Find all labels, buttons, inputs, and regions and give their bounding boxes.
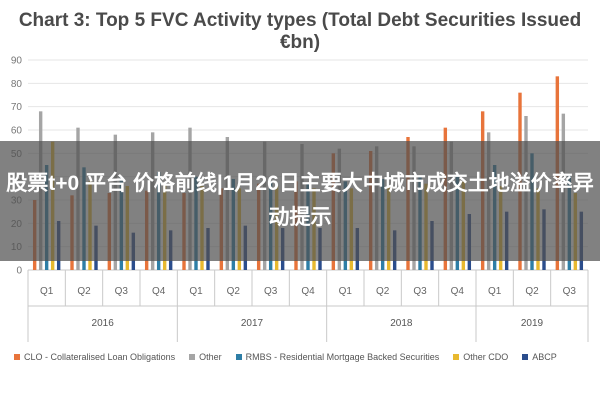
- year-label: 2019: [521, 318, 544, 329]
- legend-item: RMBS - Residential Mortgage Backed Secur…: [235, 352, 440, 362]
- legend-swatch: [235, 354, 242, 360]
- year-label: 2016: [92, 318, 115, 329]
- y-tick-label: 90: [11, 56, 23, 67]
- legend-label: ABCP: [532, 352, 557, 362]
- x-tick-label: Q1: [488, 286, 502, 297]
- y-tick-label: 80: [11, 79, 23, 90]
- chart-title: Chart 3: Top 5 FVC Activity types (Total…: [18, 10, 582, 53]
- legend-label: RMBS - Residential Mortgage Backed Secur…: [245, 352, 440, 362]
- x-tick-label: Q3: [264, 286, 278, 297]
- legend-swatch: [14, 354, 20, 360]
- x-tick-label: Q4: [451, 286, 465, 297]
- x-tick-label: Q1: [40, 286, 54, 297]
- legend-item: CLO - Collateralised Loan Obligations: [14, 352, 175, 362]
- x-tick-label: Q3: [115, 286, 129, 297]
- legend-item: ABCP: [522, 352, 557, 362]
- y-tick-label: 0: [16, 266, 22, 277]
- legend-item: Other CDO: [453, 352, 508, 362]
- chart-legend: CLO - Collateralised Loan Obligations Oth…: [14, 352, 594, 362]
- x-tick-label: Q2: [227, 286, 241, 297]
- x-tick-label: Q2: [376, 286, 390, 297]
- y-tick-label: 70: [11, 102, 23, 113]
- year-label: 2018: [390, 318, 413, 329]
- x-tick-label: Q3: [413, 286, 427, 297]
- x-tick-label: Q4: [301, 286, 315, 297]
- legend-swatch: [522, 354, 529, 360]
- overlay-banner: 股票t+0 平台 价格前线|1月26日主要大中城市成交土地溢价率异动提示: [0, 141, 600, 261]
- legend-swatch: [189, 354, 196, 360]
- banner-text: 股票t+0 平台 价格前线|1月26日主要大中城市成交土地溢价率异动提示: [6, 172, 594, 229]
- legend-item: Other: [189, 352, 222, 362]
- legend-label: CLO - Collateralised Loan Obligations: [24, 352, 176, 362]
- x-tick-label: Q4: [152, 286, 166, 297]
- x-tick-label: Q1: [189, 286, 203, 297]
- x-tick-label: Q1: [339, 286, 353, 297]
- legend-swatch: [453, 354, 460, 360]
- year-label: 2017: [241, 318, 264, 329]
- x-tick-label: Q3: [563, 286, 577, 297]
- legend-label: Other: [199, 352, 222, 362]
- legend-label: Other CDO: [463, 352, 509, 362]
- x-tick-label: Q2: [525, 286, 539, 297]
- y-tick-label: 60: [11, 126, 23, 137]
- x-tick-label: Q2: [77, 286, 91, 297]
